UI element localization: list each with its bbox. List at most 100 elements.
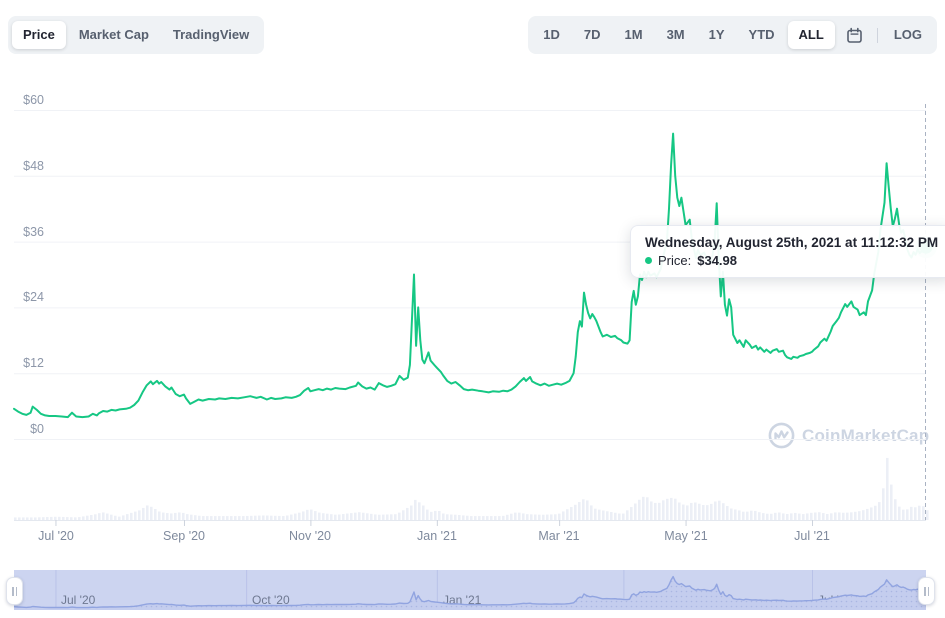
- volume-bar: [78, 517, 81, 520]
- volume-bar: [338, 514, 341, 520]
- volume-bar: [622, 513, 625, 520]
- tab-tradingview[interactable]: TradingView: [162, 21, 260, 49]
- volume-bar: [582, 499, 585, 520]
- volume-bar: [762, 513, 765, 520]
- volume-bar: [50, 516, 53, 520]
- volume-bar: [678, 502, 681, 520]
- x-axis-label: Mar '21: [538, 529, 580, 543]
- volume-bar: [490, 516, 493, 520]
- x-axis-label: Jul '21: [794, 529, 830, 543]
- volume-bar: [530, 514, 533, 520]
- volume-bar: [558, 513, 561, 520]
- volume-bar: [242, 516, 245, 520]
- volume-bar: [522, 513, 525, 520]
- volume-bar: [790, 513, 793, 520]
- volume-bar: [690, 502, 693, 520]
- range-7d[interactable]: 7D: [573, 21, 612, 49]
- volume-bar: [58, 516, 61, 520]
- volume-bar: [206, 516, 209, 520]
- volume-bar: [130, 512, 133, 520]
- volume-bar: [778, 512, 781, 520]
- volume-bar: [702, 505, 705, 520]
- volume-bar: [262, 515, 265, 520]
- date-range-picker-button[interactable]: [837, 21, 872, 50]
- volume-bar: [850, 512, 853, 520]
- volume-bar: [518, 512, 521, 520]
- volume-bar: [70, 517, 73, 520]
- volume-bar: [430, 511, 433, 520]
- volume-bar: [194, 515, 197, 520]
- price-line: [13, 132, 927, 419]
- volume-bar: [258, 515, 261, 520]
- y-axis-label: $24: [23, 290, 44, 304]
- range-1d[interactable]: 1D: [532, 21, 571, 49]
- volume-bar: [750, 510, 753, 520]
- x-axis-label: Sep '20: [162, 529, 205, 543]
- volume-bar: [218, 516, 221, 520]
- volume-bar: [830, 513, 833, 520]
- volume-bar: [326, 513, 329, 520]
- volume-bar: [106, 513, 109, 520]
- volume-bar: [710, 503, 713, 520]
- volume-bar: [246, 515, 249, 520]
- tab-price[interactable]: Price: [12, 21, 66, 49]
- drag-handle-icon: [927, 586, 929, 596]
- volume-bar: [898, 506, 901, 520]
- tab-market-cap[interactable]: Market Cap: [68, 21, 160, 49]
- volume-bar: [282, 516, 285, 520]
- volume-bar: [878, 502, 881, 520]
- volume-bar: [290, 514, 293, 520]
- volume-bar: [838, 512, 841, 520]
- volume-bar: [202, 516, 205, 520]
- volume-bar: [802, 514, 805, 520]
- volume-bar: [418, 502, 421, 520]
- volume-bar: [854, 511, 857, 520]
- volume-bar: [870, 507, 873, 520]
- volume-bar: [918, 505, 921, 520]
- y-axis-label: $36: [23, 225, 44, 239]
- volume-bar: [30, 517, 33, 520]
- volume-bar: [874, 505, 877, 520]
- volume-bar: [658, 502, 661, 520]
- range-ytd[interactable]: YTD: [738, 21, 786, 49]
- volume-bar: [102, 512, 105, 520]
- volume-bar: [578, 502, 581, 520]
- volume-bar: [402, 510, 405, 520]
- navigator-right-handle[interactable]: [918, 577, 935, 605]
- volume-bar: [686, 505, 689, 520]
- volume-bar: [646, 497, 649, 520]
- log-scale-toggle[interactable]: LOG: [883, 21, 933, 49]
- volume-bar: [674, 498, 677, 520]
- tooltip-date: Wednesday, August 25th, 2021 at 11:12:32…: [645, 235, 939, 250]
- drag-handle-icon: [924, 586, 926, 596]
- volume-bar: [442, 513, 445, 520]
- range-all[interactable]: ALL: [787, 21, 835, 49]
- volume-bar: [18, 517, 21, 520]
- volume-bar: [794, 512, 797, 520]
- volume-bar: [662, 500, 665, 520]
- volume-bar: [858, 511, 861, 520]
- volume-bar: [910, 506, 913, 520]
- volume-bar: [502, 515, 505, 520]
- range-3m[interactable]: 3M: [656, 21, 696, 49]
- volume-bar: [914, 507, 917, 520]
- volume-bar: [90, 514, 93, 520]
- volume-bar: [478, 516, 481, 520]
- y-axis-label: $48: [23, 159, 44, 173]
- volume-bar: [566, 509, 569, 520]
- volume-bar: [694, 502, 697, 520]
- range-1m[interactable]: 1M: [614, 21, 654, 49]
- volume-bar: [346, 513, 349, 520]
- volume-bar: [278, 515, 281, 520]
- volume-bar: [158, 511, 161, 520]
- volume-bar: [542, 514, 545, 520]
- range-1y[interactable]: 1Y: [698, 21, 736, 49]
- navigator-left-handle[interactable]: [6, 577, 23, 605]
- volume-bar: [350, 513, 353, 520]
- volume-bar: [22, 517, 25, 520]
- volume-bar: [462, 515, 465, 520]
- range-switcher: 1D 7D 1M 3M 1Y YTD ALL LOG: [528, 16, 937, 54]
- volume-bar: [926, 510, 929, 520]
- volume-bar: [170, 513, 173, 520]
